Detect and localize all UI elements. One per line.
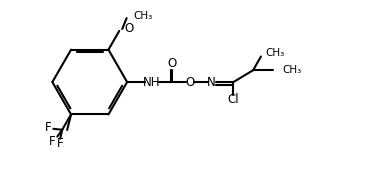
Text: CH₃: CH₃ (134, 11, 153, 21)
Text: NH: NH (143, 76, 160, 89)
Text: F: F (57, 137, 64, 150)
Text: N: N (207, 76, 216, 89)
Text: O: O (168, 57, 177, 70)
Text: CH₃: CH₃ (266, 47, 285, 58)
Text: O: O (124, 23, 133, 35)
Text: O: O (185, 76, 195, 89)
Text: F: F (45, 121, 52, 134)
Text: Cl: Cl (228, 93, 239, 106)
Text: F: F (49, 135, 56, 148)
Text: CH₃: CH₃ (283, 65, 302, 75)
